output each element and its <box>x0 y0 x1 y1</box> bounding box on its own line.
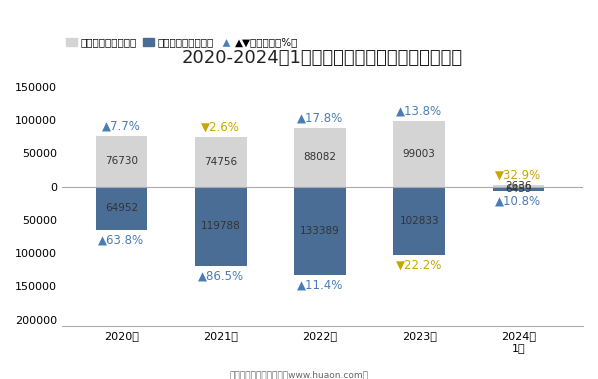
Bar <box>294 128 346 186</box>
Text: ▲7.7%: ▲7.7% <box>102 119 141 132</box>
Title: 2020-2024年1月重庆江津综合保税区进、出口额: 2020-2024年1月重庆江津综合保税区进、出口额 <box>182 49 463 67</box>
Text: ▼2.6%: ▼2.6% <box>202 121 240 134</box>
Text: 99003: 99003 <box>403 149 436 159</box>
Text: ▲86.5%: ▲86.5% <box>198 269 244 283</box>
Bar <box>393 186 445 255</box>
Bar <box>393 121 445 186</box>
Text: 74756: 74756 <box>204 157 237 167</box>
Text: 102833: 102833 <box>399 216 439 226</box>
Text: ▼22.2%: ▼22.2% <box>396 258 443 271</box>
Text: 64952: 64952 <box>105 203 138 213</box>
Text: ▲11.4%: ▲11.4% <box>297 279 343 291</box>
Bar <box>493 186 544 191</box>
Text: ▲63.8%: ▲63.8% <box>99 233 145 246</box>
Bar <box>493 185 544 186</box>
Bar <box>195 137 246 186</box>
Text: ▼32.9%: ▼32.9% <box>495 169 542 182</box>
Bar <box>195 186 246 266</box>
Text: 制图：华经产业研究院（www.huaon.com）: 制图：华经产业研究院（www.huaon.com） <box>230 370 368 379</box>
Bar <box>96 186 147 230</box>
Text: ▲13.8%: ▲13.8% <box>396 105 443 117</box>
Bar <box>294 186 346 275</box>
Text: 2636: 2636 <box>505 181 532 191</box>
Legend: 出口总额（万美元）, 进口总额（万美元）, ▲▼同比增速（%）: 出口总额（万美元）, 进口总额（万美元）, ▲▼同比增速（%） <box>62 33 303 52</box>
Text: ▲17.8%: ▲17.8% <box>297 112 343 125</box>
Text: 76730: 76730 <box>105 156 138 166</box>
Text: 119788: 119788 <box>201 221 240 232</box>
Text: 88082: 88082 <box>304 152 337 162</box>
Text: 6459: 6459 <box>505 184 532 194</box>
Text: 133389: 133389 <box>300 226 340 236</box>
Bar <box>96 136 147 186</box>
Text: ▲10.8%: ▲10.8% <box>495 194 542 207</box>
